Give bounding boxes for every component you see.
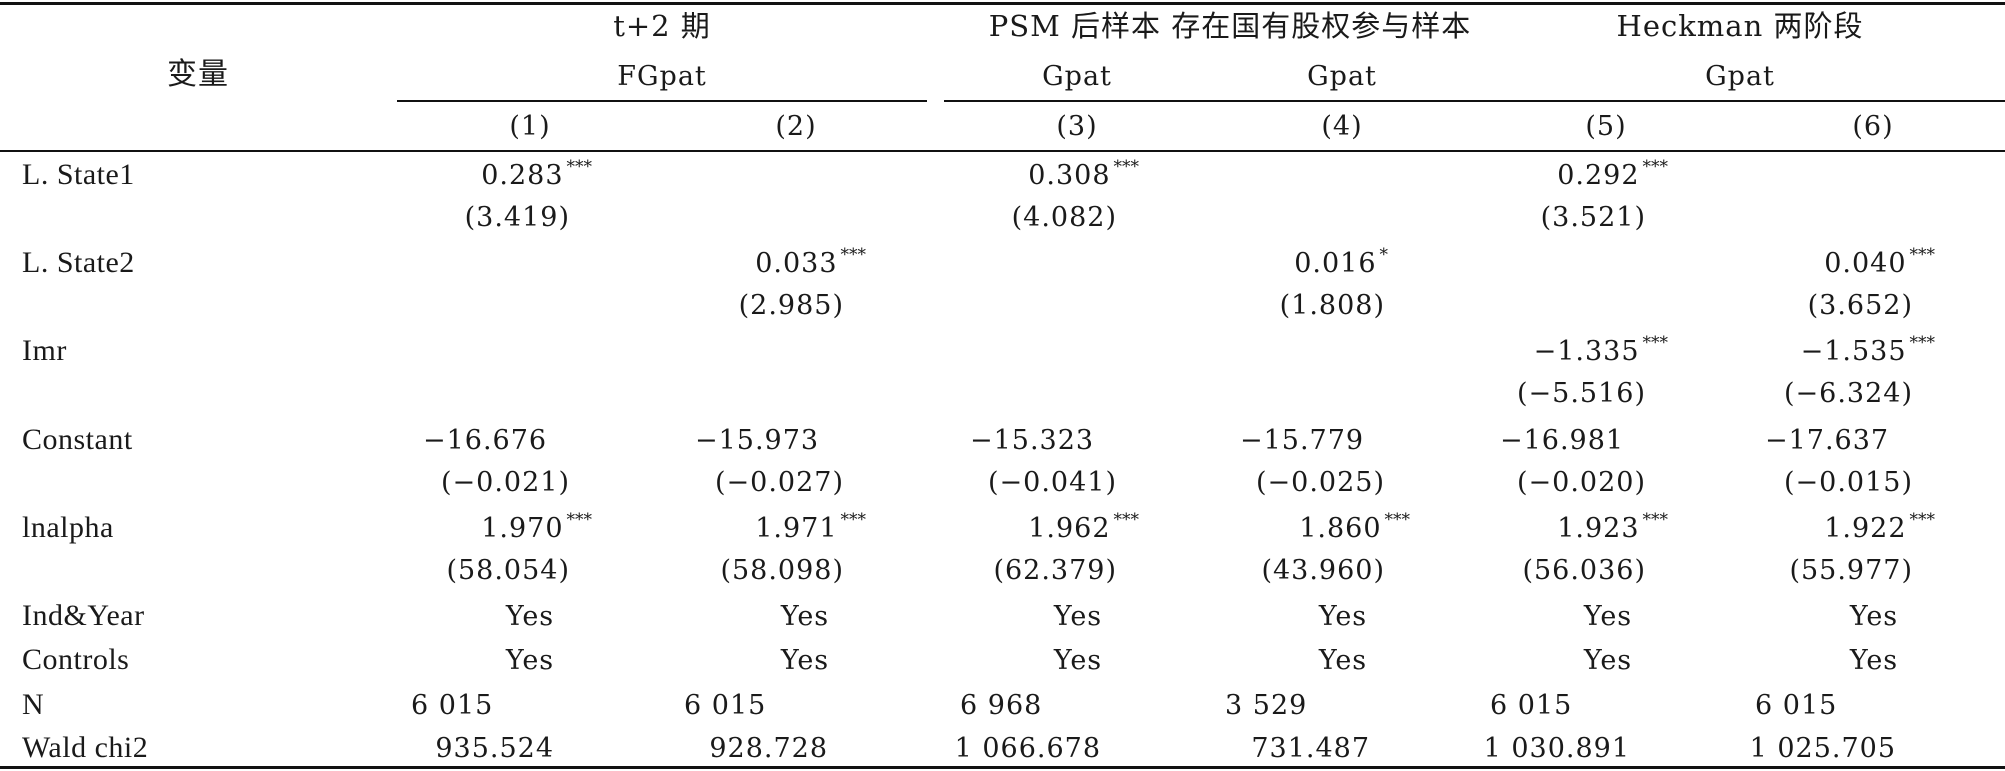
bottom-rule <box>0 766 2005 769</box>
zstat-cell: (55.977) <box>1789 555 1913 586</box>
group-header-t2: t+2 期 <box>613 9 711 43</box>
coefficient-cell: −16.676 <box>423 425 548 456</box>
wald-cell: 935.524 <box>435 733 554 764</box>
indicator-cell: Yes <box>1849 601 1899 632</box>
zstat-cell: (58.098) <box>720 555 844 586</box>
indicator-cell: Yes <box>780 645 830 676</box>
zstat-cell: (−0.027) <box>715 467 844 498</box>
column-number: (2) <box>775 111 817 142</box>
sample-size-cell: 6 015 <box>1755 690 1838 721</box>
column-number: (3) <box>1056 111 1098 142</box>
indicator-cell: Yes <box>1583 645 1633 676</box>
coefficient-cell: 0.283 *** <box>481 157 592 191</box>
coefficient-cell: 1.860 *** <box>1299 510 1410 544</box>
depvar-header: FGpat <box>617 61 707 92</box>
zstat-cell: (1.808) <box>1279 290 1385 321</box>
variable-header: 变量 <box>167 57 229 92</box>
zstat-cell: (62.379) <box>993 555 1117 586</box>
sample-size-cell: 6 015 <box>1490 690 1573 721</box>
zstat-cell: (3.419) <box>464 202 570 233</box>
wald-cell: 1 066.678 <box>954 733 1101 764</box>
row-label: N <box>22 688 45 721</box>
zstat-cell: (4.082) <box>1011 202 1117 233</box>
indicator-cell: Yes <box>505 645 555 676</box>
column-number: (4) <box>1321 111 1363 142</box>
coefficient-cell: 0.292 *** <box>1557 157 1668 191</box>
wald-cell: 731.487 <box>1251 733 1370 764</box>
zstat-cell: (2.985) <box>738 290 844 321</box>
group-header-heckman: Heckman 两阶段 <box>1616 9 1864 43</box>
coefficient-cell: −15.779 <box>1240 425 1365 456</box>
sample-size-cell: 6 968 <box>960 690 1043 721</box>
wald-cell: 1 025.705 <box>1749 733 1896 764</box>
zstat-cell: (43.960) <box>1261 555 1385 586</box>
coefficient-cell: 1.971 *** <box>755 510 866 544</box>
zstat-cell: (−0.020) <box>1517 467 1646 498</box>
wald-cell: 1 030.891 <box>1483 733 1630 764</box>
sample-size-cell: 3 529 <box>1225 690 1308 721</box>
sample-size-cell: 6 015 <box>684 690 767 721</box>
row-label: Controls <box>22 643 130 676</box>
indicator-cell: Yes <box>1318 601 1368 632</box>
zstat-cell: (−0.025) <box>1256 467 1385 498</box>
top-rule <box>0 2 2005 5</box>
group-underline-1 <box>397 100 927 102</box>
coefficient-cell: −15.973 <box>695 425 820 456</box>
row-label: lnalpha <box>22 511 114 544</box>
zstat-cell: (3.521) <box>1540 202 1646 233</box>
zstat-cell: (56.036) <box>1522 555 1646 586</box>
indicator-cell: Yes <box>1849 645 1899 676</box>
row-label: Wald chi2 <box>22 731 149 764</box>
zstat-cell: (−0.021) <box>441 467 570 498</box>
coefficient-cell: −15.323 <box>970 425 1095 456</box>
wald-cell: 928.728 <box>709 733 828 764</box>
group-header-psm: PSM 后样本 存在国有股权参与样本 <box>988 9 1472 43</box>
indicator-cell: Yes <box>1583 601 1633 632</box>
row-label: L. State1 <box>22 158 135 191</box>
column-number: (1) <box>509 111 551 142</box>
zstat-cell: (−6.324) <box>1784 378 1913 409</box>
coefficient-cell: 0.308 *** <box>1028 157 1139 191</box>
indicator-cell: Yes <box>780 601 830 632</box>
coefficient-cell: 1.922 *** <box>1824 510 1935 544</box>
coefficient-cell: −1.335 *** <box>1533 333 1668 367</box>
coefficient-cell: 0.033 *** <box>755 245 866 279</box>
column-number: (5) <box>1585 111 1627 142</box>
coefficient-cell: −17.637 <box>1765 425 1890 456</box>
zstat-cell: (−0.041) <box>988 467 1117 498</box>
row-label: Ind&Year <box>22 599 145 632</box>
group-underline-2 <box>944 100 2005 102</box>
coefficient-cell: −16.981 <box>1500 425 1625 456</box>
row-label: Imr <box>22 334 67 367</box>
indicator-cell: Yes <box>1053 645 1103 676</box>
depvar-header: Gpat <box>1307 61 1377 92</box>
zstat-cell: (−5.516) <box>1517 378 1646 409</box>
row-label: L. State2 <box>22 246 135 279</box>
zstat-cell: (58.054) <box>446 555 570 586</box>
row-label: Constant <box>22 423 133 456</box>
coefficient-cell: −1.535 *** <box>1800 333 1935 367</box>
zstat-cell: (−0.015) <box>1784 467 1913 498</box>
sample-size-cell: 6 015 <box>411 690 494 721</box>
coefficient-cell: 0.040 *** <box>1824 245 1935 279</box>
coefficient-cell: 1.962 *** <box>1028 510 1139 544</box>
indicator-cell: Yes <box>1318 645 1368 676</box>
coefficient-cell: 1.970 *** <box>481 510 592 544</box>
indicator-cell: Yes <box>505 601 555 632</box>
depvar-header: Gpat <box>1705 61 1775 92</box>
column-number: (6) <box>1852 111 1894 142</box>
indicator-cell: Yes <box>1053 601 1103 632</box>
coefficient-cell: 0.016 * <box>1294 245 1388 279</box>
zstat-cell: (3.652) <box>1807 290 1913 321</box>
header-rule <box>0 150 2005 152</box>
coefficient-cell: 1.923 *** <box>1557 510 1668 544</box>
depvar-header: Gpat <box>1042 61 1112 92</box>
